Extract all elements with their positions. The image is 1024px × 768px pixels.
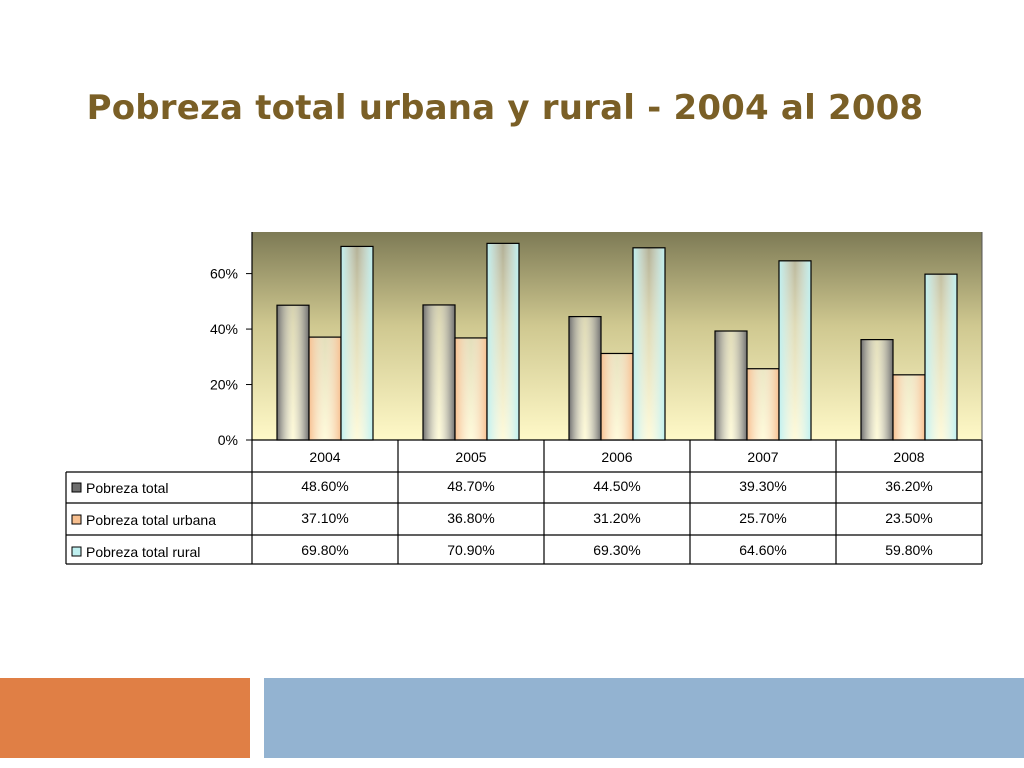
bar [276, 304, 310, 441]
data-label: 48.60% [301, 478, 348, 494]
x-tick-label: 2007 [747, 449, 778, 465]
x-tick-label: 2008 [893, 449, 924, 465]
data-label: 44.50% [593, 478, 640, 494]
bar [632, 247, 666, 441]
data-label: 48.70% [447, 478, 494, 494]
bar [600, 352, 634, 441]
y-tick-label: 40% [210, 321, 238, 337]
footer-orange-bar [0, 678, 250, 758]
bar [454, 337, 488, 441]
bar [568, 315, 602, 441]
legend-label: Pobreza total urbana [86, 512, 216, 528]
legend-label: Pobreza total rural [86, 544, 200, 560]
data-label: 39.30% [739, 478, 786, 494]
legend-swatch [71, 482, 82, 493]
data-label: 36.80% [447, 510, 494, 526]
bar [892, 374, 926, 441]
data-label: 69.30% [593, 542, 640, 558]
legend-swatch [71, 514, 82, 525]
legend-swatch [71, 546, 82, 557]
x-tick-label: 2005 [455, 449, 486, 465]
x-tick-label: 2006 [601, 449, 632, 465]
bar [746, 368, 780, 441]
slide-title: Pobreza total urbana y rural - 2004 al 2… [86, 88, 924, 128]
data-label: 70.90% [447, 542, 494, 558]
bar [422, 304, 456, 441]
bar [340, 245, 374, 441]
bar [486, 242, 520, 441]
data-label: 69.80% [301, 542, 348, 558]
y-tick-label: 0% [218, 432, 238, 448]
data-label: 37.10% [301, 510, 348, 526]
data-label: 36.20% [885, 478, 932, 494]
y-tick-label: 20% [210, 377, 238, 393]
data-label: 59.80% [885, 542, 932, 558]
y-tick-label: 60% [210, 266, 238, 282]
bar [714, 330, 748, 441]
bar [860, 339, 894, 441]
data-label: 23.50% [885, 510, 932, 526]
data-label: 25.70% [739, 510, 786, 526]
data-label: 31.20% [593, 510, 640, 526]
footer-blue-bar [264, 678, 1024, 758]
bar [778, 260, 812, 441]
legend-label: Pobreza total [86, 480, 169, 496]
data-label: 64.60% [739, 542, 786, 558]
bar [924, 273, 958, 441]
bar [308, 336, 342, 441]
x-tick-label: 2004 [309, 449, 340, 465]
